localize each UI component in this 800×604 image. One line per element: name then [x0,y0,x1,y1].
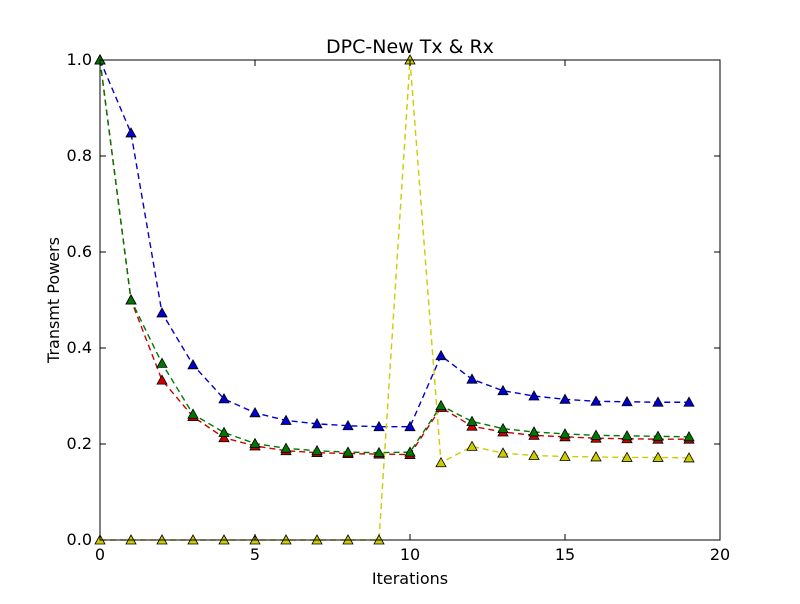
series-4-point [683,452,695,463]
series-layer [94,54,695,545]
y-tick-label: 0.0 [67,530,92,549]
series-1-point [249,406,261,418]
series-1-point [187,358,199,370]
series-3-point [187,408,199,419]
series-1-point [590,395,602,406]
series-4-point [466,440,478,451]
series-4-point [435,456,447,468]
x-tick-label: 10 [400,545,420,564]
series-1-point [497,384,509,396]
series-3-point [497,422,509,434]
series-3-point [683,430,695,442]
series-1-point [156,307,168,318]
series-3-point [652,430,664,441]
series-4-point [528,449,540,460]
series-3-line [99,59,690,454]
series-1-point [342,419,354,431]
tick-layer: 0 5 10 15 20 0.0 0.2 0.4 0.6 0.8 1.0 [67,50,731,564]
series-3-point [342,446,354,457]
series-3-point [125,294,137,305]
x-tick-label: 5 [250,545,260,564]
series-2-point [218,431,230,443]
y-tick-label: 0.2 [67,434,92,453]
y-tick-label: 0.8 [67,146,92,165]
series-1-point [466,373,478,384]
series-1-point [528,390,540,401]
series-4-point [590,451,602,462]
series-3-point [466,415,478,426]
series-3-point [404,446,416,457]
series-3-point [218,426,230,437]
series-4-point [652,451,664,462]
series-1-point [280,414,292,425]
series-3-point [621,430,633,441]
series-3-point [435,399,447,410]
series-1-point [621,395,633,407]
x-tick-label: 20 [710,545,730,564]
series-4-point [497,447,509,458]
series-1-point [652,396,664,407]
series-4-point [621,451,633,462]
series-3-point [249,437,261,448]
chart-title: DPC-New Tx & Rx [326,36,494,58]
series-1-line [99,59,689,428]
y-tick-label: 1.0 [67,50,92,69]
series-1-point [373,420,385,432]
series-3-point [156,357,168,368]
series-3-point [559,428,571,439]
y-tick-label: 0.6 [67,242,92,261]
series-3-point [280,442,292,453]
series-1-point [559,393,571,404]
series-1-point [683,396,695,407]
series-3-point [373,446,385,458]
series-3-point [590,429,602,440]
series-2-point [156,374,168,385]
y-tick-label: 0.4 [67,338,92,357]
series-1-point [311,418,323,429]
plot-area [100,60,720,540]
series-1-point [435,349,447,361]
x-tick-label: 0 [95,545,105,564]
series-3-point [528,426,540,437]
x-tick-label: 15 [555,545,575,564]
series-3-point [311,444,323,456]
y-axis-label: Transmt Powers [44,237,63,364]
x-axis-label: Iterations [372,569,448,588]
series-1-point [218,393,230,404]
series-1-point [125,127,137,138]
series-4-point [559,450,571,461]
series-1-point [404,420,416,432]
